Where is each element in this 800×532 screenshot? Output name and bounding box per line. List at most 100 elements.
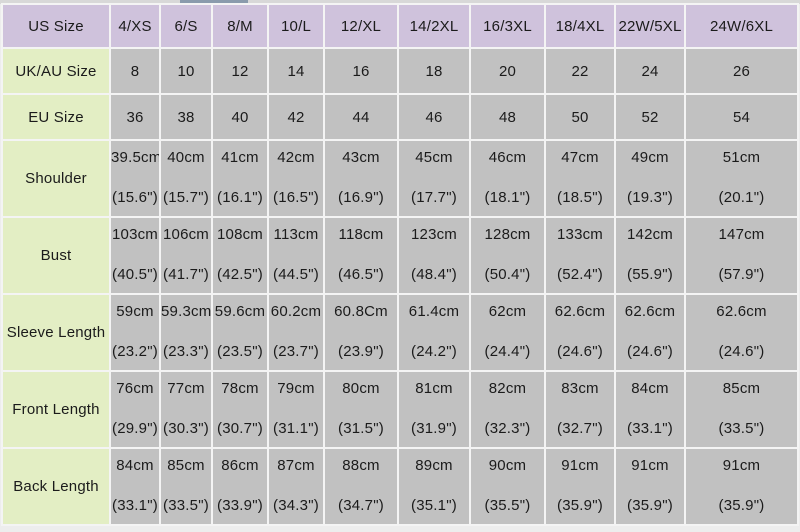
table-cell: 16 bbox=[325, 49, 397, 93]
cell-measurement: 40cm (15.7") bbox=[161, 141, 211, 216]
cell-line: (35.9") bbox=[627, 497, 673, 514]
cell-measurement: 123cm (48.4") bbox=[399, 218, 469, 293]
table-cell: 24W/6XL bbox=[686, 5, 797, 47]
cell-measurement: 47cm (18.5") bbox=[546, 141, 614, 216]
table-cell: 128cm (50.4") bbox=[471, 218, 544, 293]
cell-line: 49cm bbox=[631, 149, 669, 166]
cell-measurement: 41cm (16.1") bbox=[213, 141, 267, 216]
cell-line: 43cm bbox=[342, 149, 380, 166]
cell-line: 90cm bbox=[488, 457, 527, 474]
cell-line: (15.6") bbox=[112, 189, 158, 206]
table-cell: 51cm (20.1") bbox=[686, 141, 797, 216]
cell-line: 80cm bbox=[342, 380, 380, 397]
table-cell: 42 bbox=[269, 95, 323, 139]
cell-line: 45cm bbox=[415, 149, 453, 166]
size-table-body: US Size 4/XS 6/S 8/M 10/L 12/XL 14/2XL 16/3XL 18… bbox=[3, 5, 797, 524]
table-cell: 44 bbox=[325, 95, 397, 139]
table-cell: 4/XS bbox=[111, 5, 159, 47]
cell-line: (23.5") bbox=[217, 343, 263, 360]
cell-line: (33.1") bbox=[627, 420, 673, 437]
table-cell: 14/2XL bbox=[399, 5, 469, 47]
cell-measurement: 78cm (30.7") bbox=[213, 372, 267, 447]
cell-line: (31.9") bbox=[411, 420, 457, 437]
cell-line: (31.5") bbox=[338, 420, 384, 437]
table-cell: 91cm (35.9") bbox=[546, 449, 614, 524]
cell-measurement: 87cm (34.3") bbox=[269, 449, 323, 524]
cell-line: 61.4cm bbox=[408, 303, 460, 320]
table-cell: 91cm (35.9") bbox=[686, 449, 797, 524]
cell-line: (35.1") bbox=[411, 497, 457, 514]
cell-line: (17.7") bbox=[411, 189, 457, 206]
top-edge-accent bbox=[180, 0, 248, 3]
cell-line: 59.3cm bbox=[161, 303, 211, 320]
cell-line: 128cm bbox=[484, 226, 531, 243]
row-label: Bust bbox=[3, 218, 109, 293]
cell-measurement: 106cm (41.7") bbox=[161, 218, 211, 293]
row-label: Sleeve Length bbox=[3, 295, 109, 370]
cell-line: (48.4") bbox=[411, 266, 457, 283]
row-label: US Size bbox=[3, 5, 109, 47]
cell-line: (41.7") bbox=[163, 266, 209, 283]
cell-measurement: 91cm (35.9") bbox=[616, 449, 684, 524]
cell-line: (32.3") bbox=[484, 420, 531, 437]
cell-measurement: 80cm (31.5") bbox=[325, 372, 397, 447]
cell-line: 87cm bbox=[277, 457, 315, 474]
table-cell: 26 bbox=[686, 49, 797, 93]
cell-line: (42.5") bbox=[217, 266, 263, 283]
table-cell: 14 bbox=[269, 49, 323, 93]
table-cell: 10/L bbox=[269, 5, 323, 47]
table-cell: 83cm (32.7") bbox=[546, 372, 614, 447]
table-cell: 39.5cm (15.6") bbox=[111, 141, 159, 216]
table-cell: 46 bbox=[399, 95, 469, 139]
table-cell: 6/S bbox=[161, 5, 211, 47]
cell-measurement: 142cm (55.9") bbox=[616, 218, 684, 293]
cell-measurement: 60.2cm (23.7") bbox=[269, 295, 323, 370]
cell-measurement: 84cm (33.1") bbox=[111, 449, 159, 524]
table-cell: 8/M bbox=[213, 5, 267, 47]
table-row: Sleeve Length 59cm (23.2") 59.3cm (23.3") 59.… bbox=[3, 295, 797, 370]
cell-line: 142cm bbox=[626, 226, 674, 243]
table-cell: 24 bbox=[616, 49, 684, 93]
table-cell: 118cm (46.5") bbox=[325, 218, 397, 293]
table-cell: 18/4XL bbox=[546, 5, 614, 47]
table-cell: 108cm (42.5") bbox=[213, 218, 267, 293]
cell-line: 51cm bbox=[722, 149, 761, 166]
table-cell: 62.6cm (24.6") bbox=[686, 295, 797, 370]
table-row: Bust 103cm (40.5") 106cm (41.7") 108cm (42.5")… bbox=[3, 218, 797, 293]
cell-line: (34.7") bbox=[338, 497, 384, 514]
cell-line: 147cm bbox=[718, 226, 765, 243]
cell-measurement: 82cm (32.3") bbox=[471, 372, 544, 447]
cell-line: (35.5") bbox=[484, 497, 531, 514]
cell-line: 59.6cm bbox=[214, 303, 266, 320]
table-cell: 22W/5XL bbox=[616, 5, 684, 47]
row-label: Front Length bbox=[3, 372, 109, 447]
row-label: Back Length bbox=[3, 449, 109, 524]
table-row: Front Length 76cm (29.9") 77cm (30.3") 78cm (3… bbox=[3, 372, 797, 447]
table-cell: 12 bbox=[213, 49, 267, 93]
table-cell: 133cm (52.4") bbox=[546, 218, 614, 293]
cell-line: 106cm bbox=[162, 226, 210, 243]
cell-line: (23.3") bbox=[163, 343, 209, 360]
cell-line: 113cm bbox=[273, 226, 319, 243]
cell-line: (30.3") bbox=[163, 420, 209, 437]
table-row: UK/AU Size 8 10 12 14 16 18 20 22 24 26 bbox=[3, 49, 797, 93]
cell-measurement: 91cm (35.9") bbox=[686, 449, 797, 524]
cell-line: 62.6cm bbox=[554, 303, 606, 320]
cell-line: (24.6") bbox=[557, 343, 603, 360]
cell-line: 85cm bbox=[167, 457, 205, 474]
table-row: Back Length 84cm (33.1") 85cm (33.5") 86cm (33… bbox=[3, 449, 797, 524]
table-cell: 48 bbox=[471, 95, 544, 139]
table-cell: 46cm (18.1") bbox=[471, 141, 544, 216]
cell-line: 91cm bbox=[722, 457, 761, 474]
cell-measurement: 91cm (35.9") bbox=[546, 449, 614, 524]
cell-line: (31.1") bbox=[273, 420, 319, 437]
cell-measurement: 76cm (29.9") bbox=[111, 372, 159, 447]
cell-line: (18.5") bbox=[557, 189, 603, 206]
cell-line: 59cm bbox=[116, 303, 154, 320]
cell-line: 103cm bbox=[111, 226, 159, 243]
table-cell: 62cm (24.4") bbox=[471, 295, 544, 370]
cell-line: 84cm bbox=[631, 380, 669, 397]
table-cell: 42cm (16.5") bbox=[269, 141, 323, 216]
cell-line: 40cm bbox=[167, 149, 205, 166]
table-cell: 82cm (32.3") bbox=[471, 372, 544, 447]
